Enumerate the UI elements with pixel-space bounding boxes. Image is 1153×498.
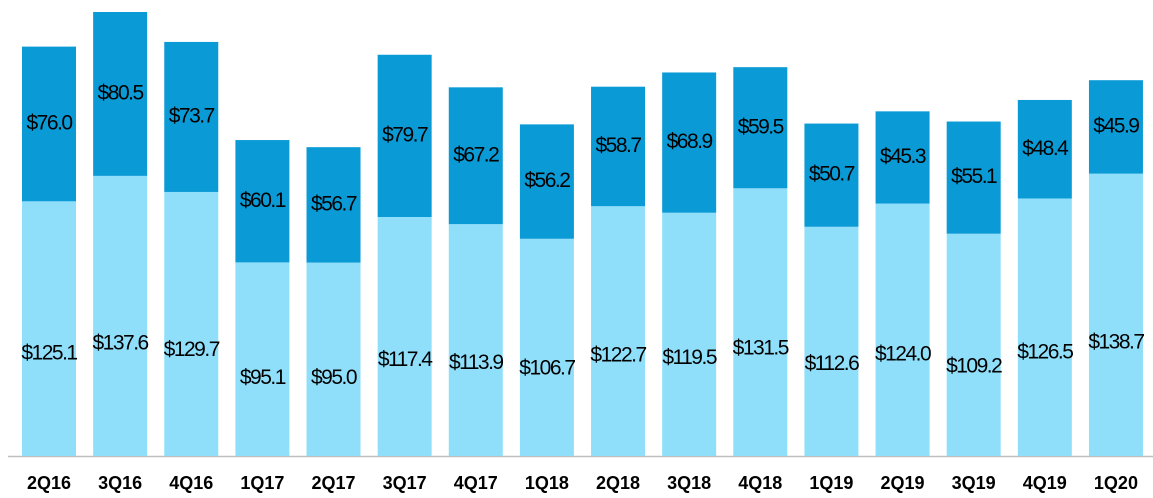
- x-tick-label: 2Q18: [596, 473, 640, 493]
- bar-segment: [22, 46, 76, 202]
- bar-segment: [93, 12, 148, 176]
- bar-segment: [591, 206, 646, 456]
- bar-segment: [377, 54, 432, 218]
- bar-segment: [519, 124, 574, 239]
- value-label: $137.6: [93, 331, 149, 354]
- value-label: $73.7: [169, 104, 215, 127]
- bar-segment: [946, 233, 1001, 456]
- value-label: $112.6: [805, 352, 859, 375]
- value-label: $95.1: [240, 366, 286, 389]
- value-label: $122.7: [590, 344, 646, 367]
- bar-segment: [1017, 198, 1072, 456]
- bar-segment: [306, 147, 361, 263]
- value-label: $45.9: [1093, 114, 1139, 137]
- bar-segment: [1088, 173, 1143, 456]
- value-label: $60.1: [240, 189, 286, 212]
- bar-segment: [235, 140, 290, 263]
- value-label: $117.4: [378, 348, 433, 371]
- value-label: $80.5: [98, 81, 144, 104]
- value-label: $125.1: [21, 342, 77, 365]
- x-tick-label: 2Q19: [881, 473, 925, 493]
- value-label: $126.5: [1017, 341, 1073, 364]
- value-label: $45.3: [880, 145, 926, 168]
- bar-segment: [22, 201, 76, 456]
- value-label: $67.2: [453, 143, 499, 166]
- bar-segment: [733, 67, 788, 189]
- value-label: $138.7: [1088, 331, 1144, 354]
- value-label: $58.7: [596, 134, 642, 157]
- x-tick-label: 1Q19: [809, 473, 853, 493]
- x-tick-label: 1Q20: [1094, 473, 1138, 493]
- bar-segment: [377, 217, 432, 456]
- value-label: $131.5: [733, 336, 789, 359]
- value-label: $95.0: [311, 366, 357, 389]
- x-tick-label: 3Q16: [98, 473, 142, 493]
- value-label: $68.9: [667, 130, 713, 153]
- value-label: $124.0: [875, 343, 931, 366]
- bar-segment: [946, 121, 1001, 234]
- bar-segment: [164, 191, 219, 456]
- x-tick-label: 1Q17: [240, 473, 284, 493]
- x-tick-label: 1Q18: [525, 473, 569, 493]
- bar-segment: [235, 262, 290, 456]
- value-label: $55.1: [951, 165, 997, 188]
- x-tick-label: 4Q17: [454, 473, 498, 493]
- value-label: $129.7: [164, 338, 220, 361]
- bar-segment: [804, 123, 859, 227]
- bar-segment: [662, 72, 717, 213]
- bar-segment: [164, 41, 219, 192]
- x-tick-label: 3Q18: [667, 473, 711, 493]
- value-label: $79.7: [382, 123, 428, 146]
- x-tick-label: 4Q16: [169, 473, 213, 493]
- x-tick-label: 2Q17: [311, 473, 355, 493]
- bar-segment: [93, 175, 148, 456]
- value-label: $48.4: [1022, 137, 1069, 160]
- value-label: $50.7: [809, 163, 855, 186]
- bar-segment: [875, 203, 930, 456]
- bar-segment: [733, 188, 788, 456]
- value-label: $106.7: [519, 357, 575, 380]
- value-label: $109.2: [946, 355, 1002, 378]
- x-tick-label: 2Q16: [27, 473, 71, 493]
- x-tick-label: 4Q19: [1023, 473, 1067, 493]
- x-tick-label: 3Q17: [383, 473, 427, 493]
- bar-segment: [306, 262, 361, 456]
- value-label: $56.2: [524, 169, 570, 192]
- value-label: $59.5: [738, 115, 784, 138]
- bar-segment: [591, 86, 646, 207]
- value-label: $113.9: [449, 351, 503, 374]
- bar-segment: [448, 87, 503, 225]
- x-tick-label: 4Q18: [738, 473, 782, 493]
- x-tick-label: 3Q19: [952, 473, 996, 493]
- bar-segment: [875, 111, 930, 204]
- value-label: $56.7: [311, 192, 357, 215]
- bar-segment: [448, 224, 503, 456]
- value-label: $76.0: [26, 112, 72, 135]
- bar-segment: [662, 212, 717, 456]
- bar-segment: [1017, 99, 1072, 199]
- bar-segment: [519, 238, 574, 456]
- bar-segment: [1088, 80, 1143, 174]
- bar-segment: [804, 226, 859, 456]
- value-label: $119.5: [662, 346, 716, 369]
